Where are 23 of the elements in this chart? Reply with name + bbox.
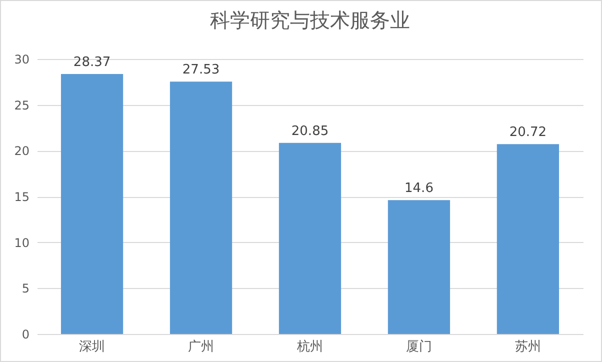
data-label: 14.6 [404, 181, 434, 196]
y-tick-label: 0 [22, 328, 30, 342]
data-label: 27.53 [182, 62, 220, 78]
x-tick-label: 苏州 [514, 340, 541, 354]
bar [278, 142, 342, 334]
y-tick-label: 25 [14, 98, 30, 112]
x-tick-label: 深圳 [79, 340, 106, 354]
y-tick-label: 15 [14, 190, 30, 204]
y-tick-label: 5 [22, 282, 30, 296]
x-tick-label: 杭州 [296, 340, 323, 354]
data-label: 20.72 [509, 125, 547, 140]
data-label: 28.37 [73, 54, 111, 70]
chart-title: 科学研究与技术服务业 [210, 8, 410, 32]
bar [170, 82, 232, 334]
x-tick-label: 广州 [188, 340, 214, 354]
y-tick-label: 30 [14, 52, 30, 66]
data-label: 20.85 [291, 124, 329, 139]
bar [496, 144, 560, 334]
x-tick-label: 厦门 [406, 338, 432, 354]
y-tick-label: 20 [14, 144, 30, 158]
y-tick-label: 10 [14, 236, 30, 250]
bar [388, 200, 450, 334]
bar [60, 74, 124, 334]
